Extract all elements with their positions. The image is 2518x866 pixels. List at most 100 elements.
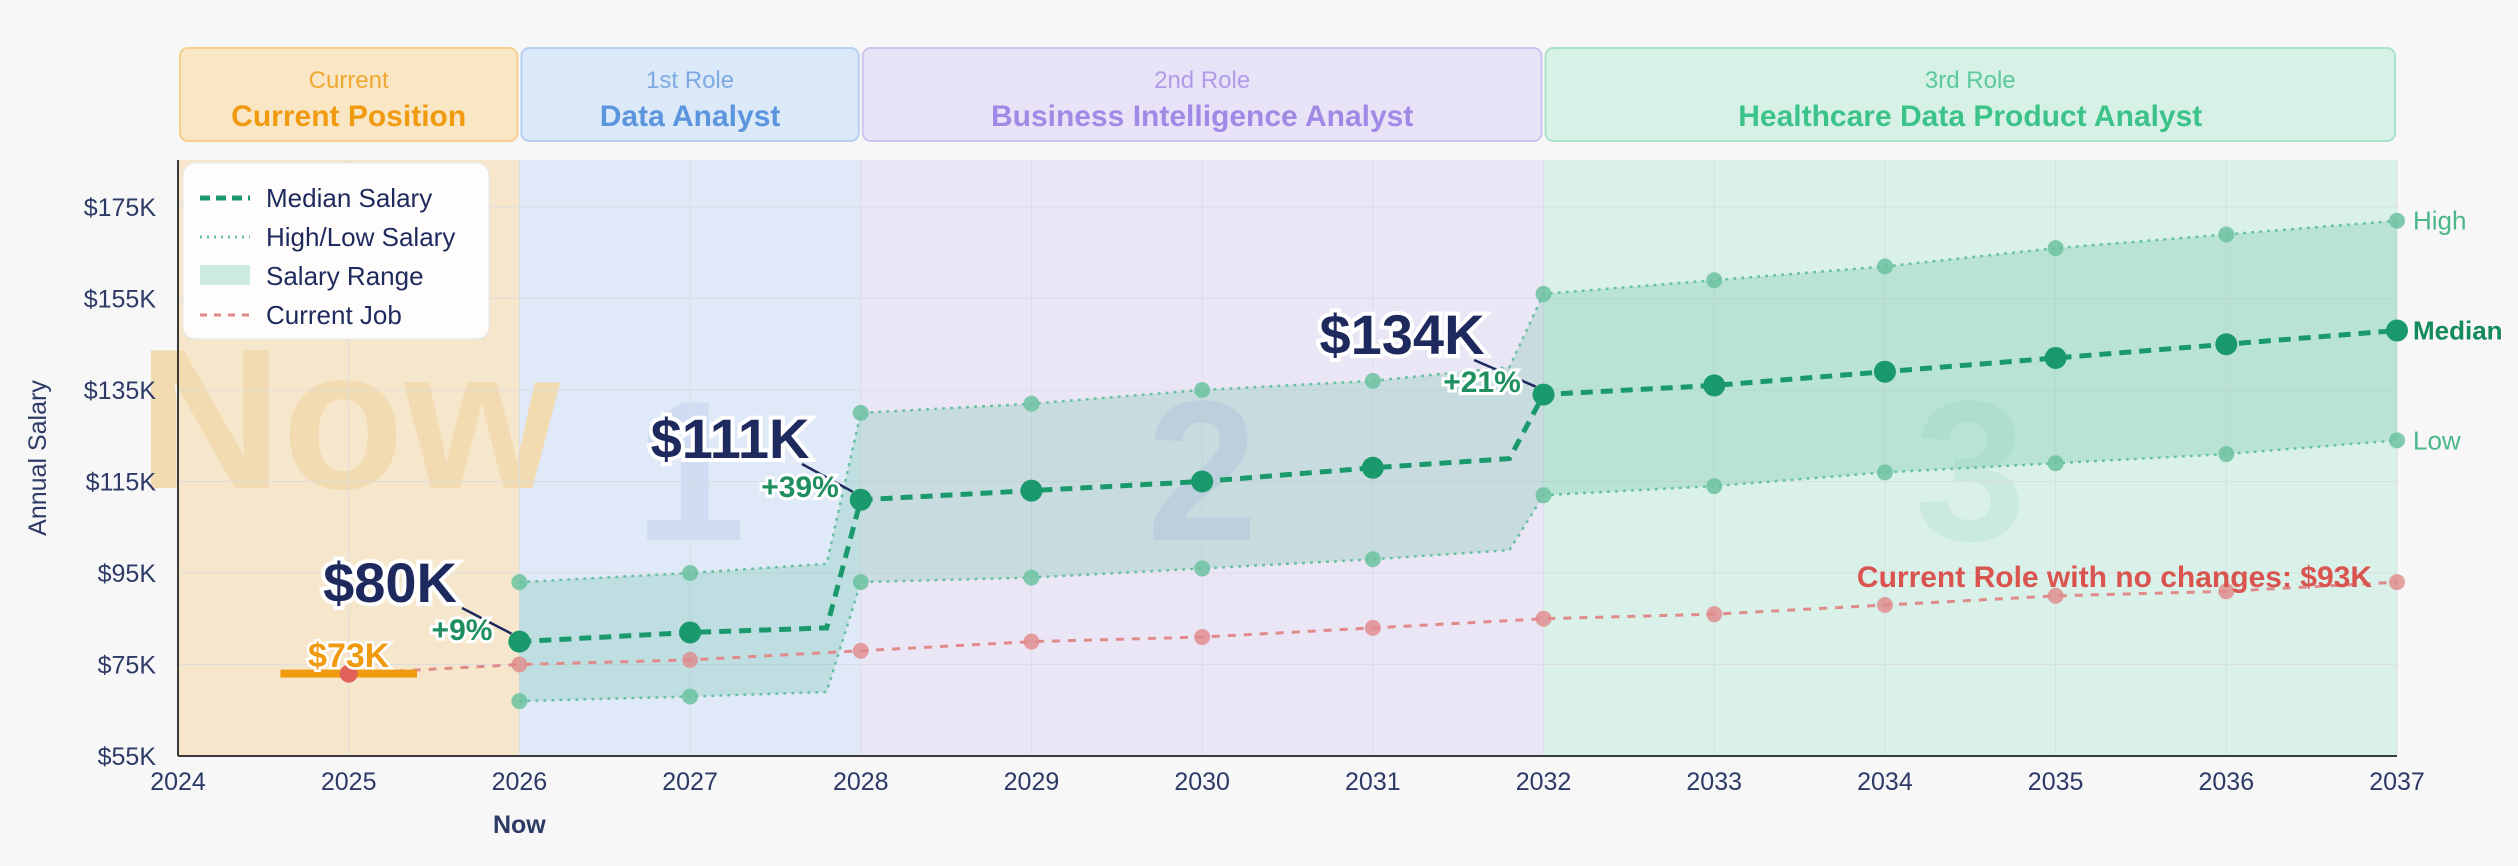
x-tick-label: 2032 [1516, 768, 1572, 796]
low-marker [2389, 432, 2405, 449]
median-marker [679, 621, 702, 644]
median-marker [1873, 360, 1896, 383]
salary-range-area [519, 220, 2397, 702]
role-header-stage: 3rd Role [1925, 67, 2016, 94]
legend: Median Salary High/Low Salary Salary Range… [182, 162, 490, 340]
annotations: $80K+9% $111K+39% $134K+21% $73K Current Rol… [306, 206, 2503, 678]
high-marker [2047, 240, 2064, 257]
low-marker [1023, 569, 1040, 586]
x-tick-label: 2026 [492, 768, 548, 796]
x-tick-label: 2028 [833, 768, 889, 796]
high-marker [1194, 382, 1211, 398]
high-marker [511, 574, 528, 591]
series-markers [339, 212, 2408, 710]
current-salary-marker [339, 664, 358, 683]
current-job-marker [1876, 597, 1893, 614]
high-marker [1706, 272, 1723, 289]
role-header-stage: Current [309, 67, 389, 94]
role-headers: Current Current Position 1st Role Data Anal… [179, 47, 2396, 142]
milestone-value: $80K [323, 551, 457, 614]
now-marker-label: Now [493, 811, 546, 839]
current-salary-label: $73K [308, 637, 390, 675]
current-job-marker [852, 642, 869, 659]
legend-box [182, 162, 490, 340]
high-marker [2218, 226, 2235, 243]
role-header-title: Healthcare Data Product Analyst [1738, 100, 2202, 133]
x-tick-label: 2031 [1345, 768, 1401, 796]
x-tick-label: 2037 [2369, 768, 2425, 796]
milestone-connector [461, 606, 512, 635]
role-header-role3 [1544, 47, 2396, 142]
median-marker [2215, 333, 2238, 356]
y-tick-label: $55K [98, 743, 157, 771]
low-marker [682, 688, 699, 705]
role-big-label-role3: 3 [1915, 360, 2026, 583]
current-job-marker [2218, 583, 2235, 600]
median-marker [1361, 456, 1384, 479]
current-job-marker [1706, 606, 1723, 623]
y-tick-label: $175K [84, 194, 157, 222]
x-tick-label: 2036 [2198, 768, 2254, 796]
high-marker [1876, 258, 1893, 275]
x-tick-label: 2033 [1686, 768, 1742, 796]
end-label-low: Low [2413, 425, 2461, 455]
x-tick-label: 2034 [1857, 768, 1913, 796]
milestone-growth: +9% [432, 614, 493, 647]
low-marker [511, 693, 528, 710]
milestone-growth: +21% [1443, 366, 1521, 399]
current-job-marker [511, 656, 528, 673]
x-tick-label: 2024 [150, 768, 206, 796]
low-marker [1194, 560, 1211, 577]
x-tick-label: 2035 [2028, 768, 2084, 796]
median-marker [1191, 470, 1214, 493]
high-marker [1364, 372, 1381, 389]
low-marker [852, 574, 869, 591]
current-job-marker [1364, 619, 1381, 636]
milestone-value: $134K [1319, 303, 1484, 366]
y-tick-label: $75K [98, 652, 157, 680]
high-marker [852, 404, 869, 421]
low-marker [1364, 551, 1381, 568]
role-band-role3 [1543, 160, 2397, 756]
high-marker [682, 565, 699, 581]
x-tick-label: 2027 [662, 768, 718, 796]
y-tick-label: $135K [84, 377, 157, 405]
median-marker [1532, 383, 1555, 406]
high-marker [2389, 212, 2405, 229]
role-header-current [179, 47, 519, 142]
y-tick-label: $115K [86, 469, 157, 497]
legend-swatch-area [200, 265, 250, 285]
legend-label: High/Low Salary [266, 222, 455, 252]
role-header-title: Data Analyst [600, 100, 781, 133]
role-header-role1 [520, 47, 860, 142]
current-job-annotation: Current Role with no changes: $93K [1857, 561, 2372, 594]
median-marker [2044, 346, 2067, 369]
legend-label: Current Job [266, 300, 402, 330]
y-tick-label: $155K [84, 286, 157, 314]
legend-label: Salary Range [266, 261, 424, 291]
role-header-title: Business Intelligence Analyst [991, 100, 1413, 133]
role-header-title: Current Position [231, 100, 466, 133]
end-label-median: Median [2413, 316, 2503, 346]
current-job-marker [682, 651, 699, 668]
median-marker [1020, 479, 1043, 502]
current-job-marker [2389, 574, 2405, 591]
median-marker [849, 488, 872, 511]
low-marker [1876, 464, 1893, 481]
legend-label: Median Salary [266, 183, 432, 213]
y-axis-title: Annual Salary [24, 380, 52, 536]
y-tick-label: $95K [98, 560, 157, 588]
low-marker [1706, 478, 1723, 495]
median-marker [2386, 319, 2408, 342]
milestone-growth: +39% [761, 471, 839, 504]
low-marker [2047, 455, 2064, 472]
high-marker [1535, 285, 1552, 302]
median-marker [508, 630, 531, 653]
low-marker [1535, 487, 1552, 504]
role-header-stage: 1st Role [646, 67, 734, 94]
current-job-marker [1023, 633, 1040, 650]
role-header-stage: 2nd Role [1154, 67, 1250, 94]
end-label-high: High [2413, 206, 2466, 236]
current-job-marker [1194, 629, 1211, 646]
